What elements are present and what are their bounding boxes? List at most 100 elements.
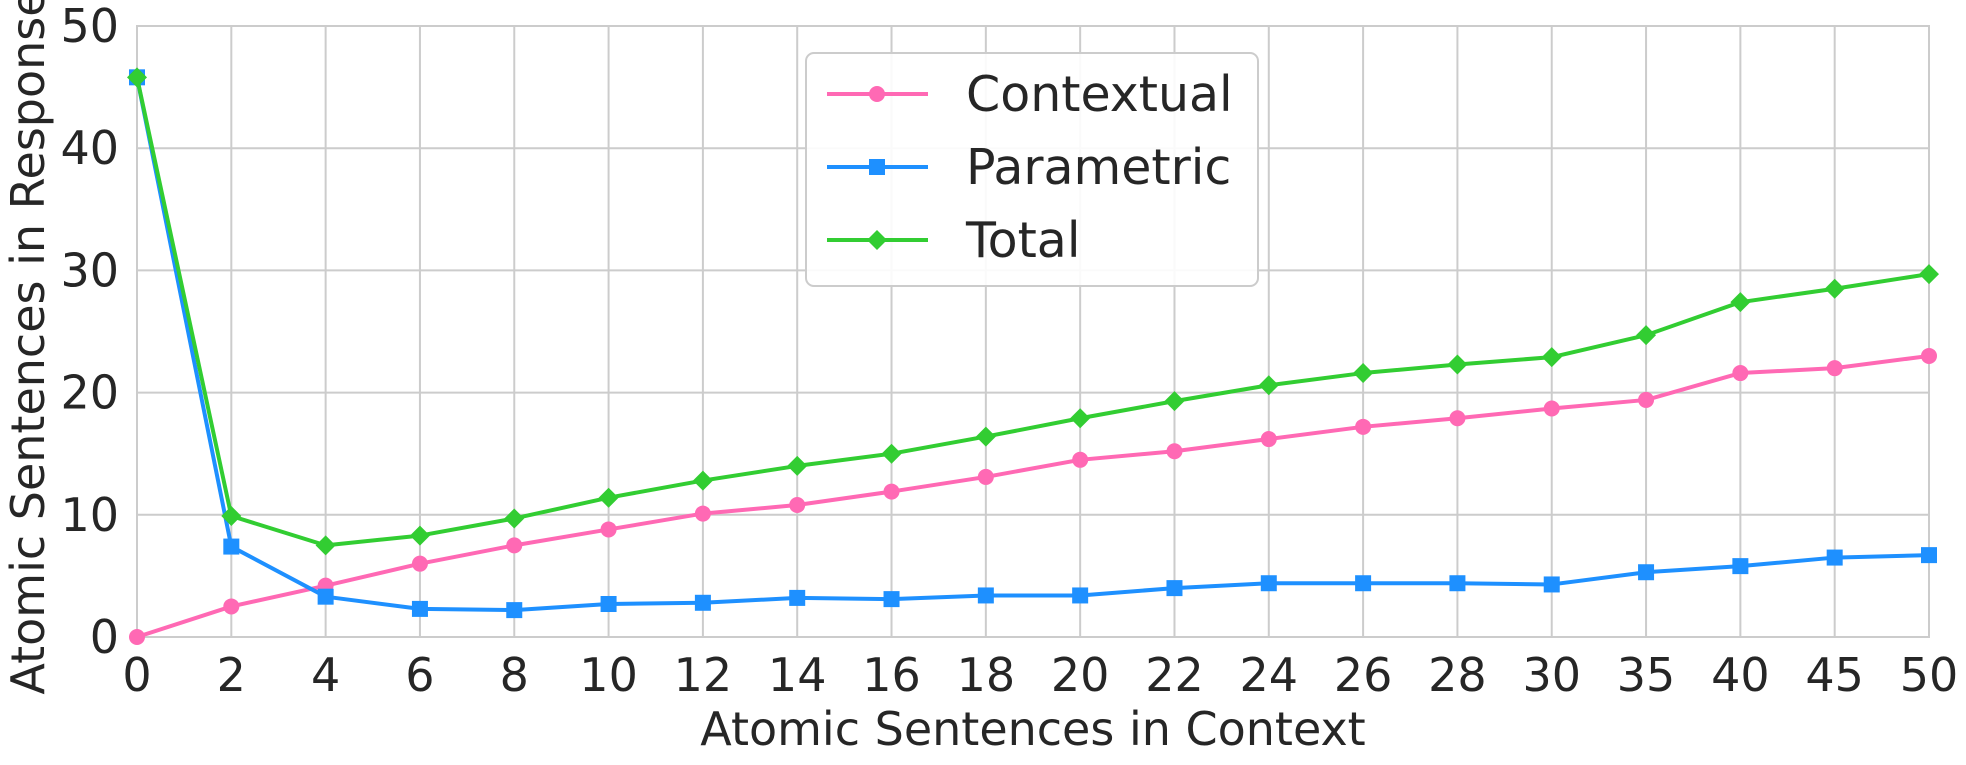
parametric-point bbox=[317, 588, 334, 605]
total-point bbox=[1164, 391, 1185, 412]
x-tick-label: 14 bbox=[768, 648, 827, 702]
contextual-legend-label: Contextual bbox=[966, 66, 1233, 123]
x-tick-label: 0 bbox=[122, 648, 151, 702]
parametric-point bbox=[1260, 575, 1277, 592]
contextual-point bbox=[1449, 410, 1466, 427]
parametric-legend-marker bbox=[869, 159, 885, 175]
total-point bbox=[692, 470, 713, 491]
parametric-point bbox=[1921, 547, 1937, 564]
legend: Contextual Parametric Total bbox=[805, 52, 1259, 287]
contextual-point bbox=[411, 555, 428, 572]
total-point bbox=[1070, 408, 1091, 429]
total-point bbox=[1447, 354, 1468, 375]
y-tick-label: 10 bbox=[60, 488, 119, 542]
y-tick-label: 30 bbox=[60, 243, 119, 297]
contextual-point bbox=[1355, 418, 1372, 435]
y-tick-labels: 0 10 20 30 40 50 bbox=[60, 0, 119, 664]
parametric-point bbox=[1638, 564, 1655, 581]
x-tick-label: 2 bbox=[217, 648, 246, 702]
y-tick-label: 50 bbox=[60, 0, 119, 53]
contextual-point bbox=[1732, 365, 1749, 382]
contextual-point bbox=[789, 497, 806, 514]
contextual-point bbox=[1072, 451, 1089, 468]
total-line bbox=[135, 76, 1930, 548]
x-axis-label: Atomic Sentences in Context bbox=[700, 702, 1365, 756]
parametric-point bbox=[1072, 587, 1089, 604]
x-tick-label: 24 bbox=[1240, 648, 1299, 702]
parametric-point bbox=[883, 591, 900, 608]
contextual-point bbox=[1166, 443, 1183, 460]
x-tick-label: 16 bbox=[862, 648, 921, 702]
contextual-point bbox=[506, 537, 523, 554]
total-series bbox=[127, 67, 1939, 556]
total-point bbox=[1258, 375, 1279, 396]
total-point bbox=[1541, 347, 1562, 368]
total-point bbox=[598, 487, 619, 508]
total-point bbox=[1730, 292, 1751, 313]
total-point bbox=[315, 535, 336, 556]
y-tick-label: 40 bbox=[60, 121, 119, 175]
legend-box bbox=[805, 52, 1259, 287]
y-axis-label: Atomic Sentences in Response bbox=[1, 0, 55, 695]
parametric-line bbox=[135, 76, 1930, 613]
contextual-legend-marker bbox=[869, 86, 885, 102]
x-tick-label: 20 bbox=[1051, 648, 1110, 702]
x-tick-label: 8 bbox=[500, 648, 529, 702]
x-tick-label: 28 bbox=[1428, 648, 1487, 702]
contextual-point bbox=[977, 468, 994, 485]
total-legend-marker bbox=[867, 230, 887, 250]
parametric-series bbox=[129, 69, 1937, 619]
x-tick-label: 35 bbox=[1617, 648, 1676, 702]
x-tick-label: 45 bbox=[1805, 648, 1864, 702]
x-tick-label: 40 bbox=[1711, 648, 1770, 702]
contextual-point bbox=[1826, 360, 1843, 377]
contextual-point bbox=[1260, 431, 1277, 448]
total-point bbox=[1636, 325, 1657, 346]
series-layer bbox=[127, 67, 1939, 645]
x-tick-label: 22 bbox=[1145, 648, 1204, 702]
x-tick-label: 30 bbox=[1522, 648, 1581, 702]
plot-frame bbox=[136, 25, 1930, 638]
parametric-point bbox=[1543, 576, 1560, 593]
parametric-legend-label: Parametric bbox=[966, 139, 1231, 196]
total-point bbox=[127, 67, 147, 88]
parametric-point bbox=[789, 589, 806, 606]
parametric-point bbox=[1826, 549, 1843, 566]
parametric-point bbox=[411, 600, 428, 617]
parametric-point bbox=[977, 587, 994, 604]
parametric-point bbox=[1355, 575, 1372, 592]
total-point bbox=[787, 455, 808, 476]
x-tick-label: 26 bbox=[1334, 648, 1393, 702]
parametric-point bbox=[694, 594, 711, 611]
x-tick-labels: 0 2 4 6 8 10 12 14 16 18 20 22 24 26 28 30 35 40 45 50 bbox=[122, 648, 1958, 702]
parametric-point bbox=[1166, 580, 1183, 597]
x-tick-label: 10 bbox=[579, 648, 638, 702]
contextual-series bbox=[129, 347, 1937, 645]
contextual-point bbox=[883, 483, 900, 500]
total-point bbox=[975, 426, 996, 447]
x-tick-label: 50 bbox=[1900, 648, 1959, 702]
y-tick-label: 0 bbox=[90, 610, 119, 664]
contextual-point bbox=[1921, 347, 1937, 364]
total-point bbox=[1824, 278, 1845, 299]
parametric-point bbox=[1732, 558, 1749, 575]
contextual-point bbox=[1543, 400, 1560, 417]
parametric-point bbox=[506, 602, 523, 619]
total-point bbox=[409, 525, 430, 546]
x-tick-label: 18 bbox=[957, 648, 1016, 702]
parametric-point bbox=[600, 596, 617, 613]
contextual-point bbox=[129, 629, 145, 645]
x-tick-label: 4 bbox=[311, 648, 340, 702]
x-tick-label: 6 bbox=[405, 648, 434, 702]
x-tick-label: 12 bbox=[674, 648, 733, 702]
parametric-point bbox=[223, 538, 240, 555]
total-point bbox=[221, 506, 242, 527]
contextual-point bbox=[694, 505, 711, 522]
total-legend-label: Total bbox=[965, 212, 1080, 269]
contextual-line bbox=[136, 353, 1930, 639]
contextual-point bbox=[600, 521, 617, 538]
parametric-point bbox=[1449, 575, 1466, 592]
y-tick-label: 20 bbox=[60, 366, 119, 420]
total-point bbox=[1919, 264, 1939, 285]
